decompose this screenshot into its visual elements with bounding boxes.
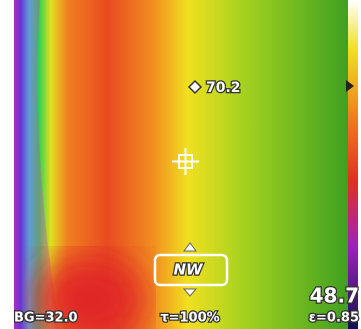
spot-reading: 70.2 <box>206 80 241 96</box>
palette-bar <box>348 0 358 329</box>
compass-heading: NW <box>173 261 204 279</box>
thermal-display: 70.2 NW 48.7 BG=32.0 τ=100% ε=0.85 <box>0 0 361 329</box>
background-temp: BG=32.0 <box>14 311 78 326</box>
transmission: τ=100% <box>160 311 219 326</box>
center-reading: 48.7 <box>310 284 359 308</box>
emissivity: ε=0.85 <box>309 311 359 326</box>
